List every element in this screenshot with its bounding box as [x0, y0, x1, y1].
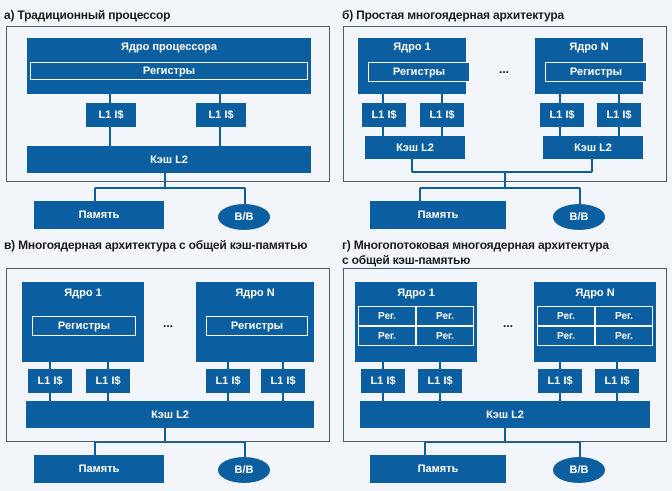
- memory-block: Память: [34, 201, 164, 229]
- registers-core-n: Регистры: [545, 62, 647, 82]
- l1-cache: L1 I$: [206, 369, 250, 393]
- shared-l2-cache: Кэш L2: [26, 401, 314, 428]
- panel-d-title-line-2: с общей кэш-памятью: [342, 253, 471, 267]
- l1-cache-right: L1 I$: [196, 103, 246, 127]
- ellipsis: ...: [503, 316, 514, 330]
- thread-register: Рег.: [416, 306, 474, 326]
- panel-c-frame: [6, 268, 330, 442]
- l1-cache: L1 I$: [261, 369, 305, 393]
- thread-register: Рег.: [595, 326, 653, 346]
- shared-l2-cache: Кэш L2: [360, 401, 650, 428]
- io-block: В/В: [553, 204, 605, 230]
- core-n-label: Ядро N: [235, 287, 275, 299]
- l1-cache: L1 I$: [538, 369, 582, 393]
- panel-c-title: в) Многоядерная архитектура с общей кэш-…: [4, 238, 308, 252]
- l1-cache: L1 I$: [597, 103, 641, 127]
- thread-registers-core-1: Рег. Рег. Рег. Рег.: [358, 306, 474, 346]
- ellipsis: ...: [163, 316, 174, 330]
- panel-d-title-line-1: г) Многопотоковая многоядерная архитекту…: [342, 238, 609, 252]
- panel-b-frame: [343, 26, 667, 182]
- thread-register: Рег.: [537, 306, 595, 326]
- io-block: В/В: [553, 457, 605, 483]
- core-n-label: Ядро N: [575, 287, 615, 299]
- core-n-label: Ядро N: [569, 41, 609, 53]
- core-1-label: Ядро 1: [393, 41, 431, 53]
- thread-register: Рег.: [595, 306, 653, 326]
- l2-cache-core-1: Кэш L2: [365, 136, 465, 159]
- l1-cache: L1 I$: [362, 103, 406, 127]
- panel-b-title: б) Простая многоядерная архитектура: [342, 8, 564, 22]
- memory-block: Память: [370, 201, 506, 229]
- core-1-label: Ядро 1: [397, 287, 435, 299]
- thread-registers-core-n: Рег. Рег. Рег. Рег.: [537, 306, 653, 346]
- thread-register: Рег.: [358, 326, 416, 346]
- io-block: В/В: [218, 457, 270, 483]
- l1-cache: L1 I$: [420, 103, 464, 127]
- registers-block: Регистры: [30, 62, 308, 80]
- thread-register: Рег.: [537, 326, 595, 346]
- panel-d-frame: [343, 268, 667, 442]
- ellipsis: ...: [499, 62, 510, 76]
- l1-cache: L1 I$: [540, 103, 584, 127]
- l1-cache: L1 I$: [418, 369, 462, 393]
- registers-core-n: Регистры: [206, 316, 308, 336]
- thread-register: Рег.: [416, 326, 474, 346]
- l1-cache-left: L1 I$: [86, 103, 136, 127]
- thread-register: Рег.: [358, 306, 416, 326]
- registers-core-1: Регистры: [368, 62, 470, 82]
- panel-a-title: а) Традиционный процессор: [4, 8, 171, 22]
- l2-cache: Кэш L2: [27, 146, 311, 173]
- registers-core-1: Регистры: [32, 316, 136, 336]
- core-1-label: Ядро 1: [64, 287, 102, 299]
- panel-a-frame: [6, 26, 330, 182]
- l1-cache: L1 I$: [361, 369, 405, 393]
- l1-cache: L1 I$: [595, 369, 639, 393]
- memory-block: Память: [34, 455, 164, 483]
- io-block: В/В: [218, 204, 270, 230]
- l2-cache-core-n: Кэш L2: [543, 136, 643, 159]
- l1-cache: L1 I$: [28, 369, 72, 393]
- processor-core-label: Ядро процессора: [121, 41, 217, 53]
- memory-block: Память: [370, 455, 506, 483]
- l1-cache: L1 I$: [86, 369, 130, 393]
